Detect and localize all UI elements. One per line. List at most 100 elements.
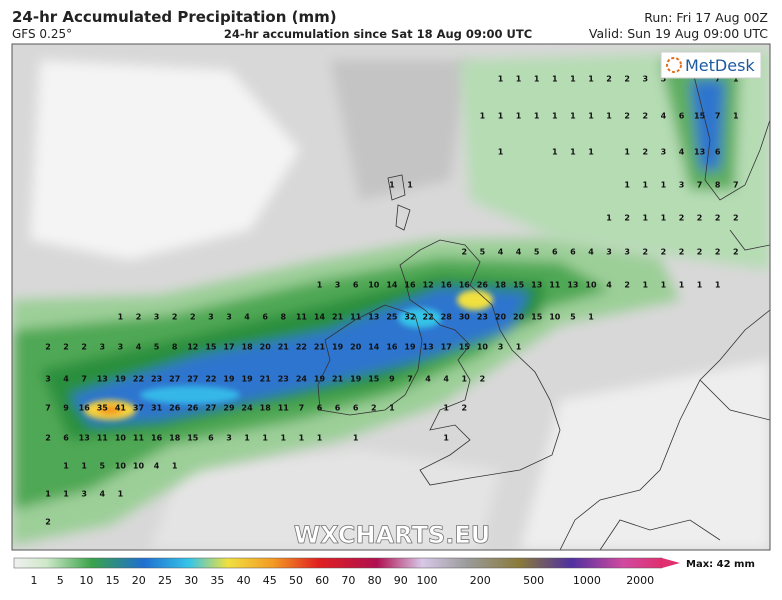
grid-value: 13 [368,313,379,322]
grid-value: 2 [624,214,630,223]
grid-value: 4 [661,112,667,121]
grid-value: 22 [133,375,144,384]
grid-value: 3 [154,313,160,322]
grid-value: 2 [45,343,51,352]
title: 24-hr Accumulated Precipitation (mm) [12,8,337,26]
colorbar-label: 10 [79,574,93,587]
grid-value: 4 [588,248,594,257]
grid-value: 2 [679,214,685,223]
grid-value: 1 [570,148,576,157]
colorbar-label: 80 [368,574,382,587]
grid-value: 3 [208,313,214,322]
grid-value: 1 [588,112,594,121]
grid-value: 30 [459,313,471,322]
grid-value: 16 [79,404,91,413]
grid-value: 16 [441,281,453,290]
grid-value: 10 [115,462,127,471]
grid-values: 1 1 1 1 1 1 2 2 3 5 7 11 1 1 1 1 1 1 1 2 2 4 6 15 7 11 1 1 1 1 2 3 4 13 61… [45,75,739,527]
grid-value: 1 [262,434,268,443]
grid-value: 15 [531,313,543,322]
grid-value: 4 [679,148,685,157]
grid-value: 7 [697,181,703,190]
grid-value: 7 [81,375,87,384]
run-time: Run: Fri 17 Aug 00Z [644,10,768,25]
grid-value: 26 [169,404,181,413]
watermark: WXCHARTS.EU [294,521,490,549]
valid-time: Valid: Sun 19 Aug 09:00 UTC [589,26,768,41]
grid-value: 2 [45,434,51,443]
grid-value: 1 [443,404,449,413]
grid-value: 3 [45,375,51,384]
colorbar-label: 60 [315,574,329,587]
grid-value: 1 [480,112,486,121]
grid-value: 1 [353,434,359,443]
grid-value: 4 [425,375,431,384]
grid-value: 2 [45,518,51,527]
grid-value: 19 [332,343,344,352]
grid-value: 21 [332,313,344,322]
grid-value: 24 [242,404,254,413]
grid-value: 12 [187,343,198,352]
grid-value: 2 [371,404,377,413]
grid-value: 2 [643,248,649,257]
grid-value: 3 [606,248,612,257]
grid-value: 3 [643,75,649,84]
grid-value: 18 [169,434,181,443]
model-label: GFS 0.25° [12,27,72,41]
grid-value: 1 [552,148,558,157]
grid-value: 19 [242,375,254,384]
colorbar-arrow [662,558,680,568]
grid-value: 2 [136,313,142,322]
grid-value: 19 [314,375,326,384]
colorbar-label: 15 [106,574,120,587]
grid-value: 15 [694,112,706,121]
grid-value: 4 [443,375,449,384]
continent [559,309,770,550]
colorbar-label: 200 [470,574,491,587]
grid-value: 4 [244,313,250,322]
colorbar-label: 50 [289,574,303,587]
grid-value: 5 [534,248,540,257]
cloud-shading [30,60,770,550]
grid-value: 15 [368,375,380,384]
grid-value: 10 [368,281,380,290]
grid-value: 25 [386,313,398,322]
grid-value: 6 [715,148,721,157]
grid-value: 19 [115,375,127,384]
grid-value: 1 [534,112,540,121]
logo-background [660,51,762,79]
grid-value: 35 [97,404,109,413]
colorbar-label: 500 [523,574,544,587]
grid-value: 1 [172,462,178,471]
colorbar-label: 30 [184,574,198,587]
grid-value: 1 [679,281,685,290]
grid-value: 1 [244,434,250,443]
grid-value: 1 [498,75,504,84]
grid-value: 2 [624,281,630,290]
grid-value: 1 [317,281,323,290]
grid-value: 23 [278,375,289,384]
grid-value: 22 [205,375,216,384]
grid-value: 17 [223,343,234,352]
grid-value: 8 [715,181,721,190]
grid-value: 4 [63,375,69,384]
grid-value: 2 [624,75,630,84]
grid-value: 20 [260,343,272,352]
grid-value: 1 [624,181,630,190]
grid-value: 19 [404,343,416,352]
grid-value: 3 [118,343,124,352]
grid-value: 18 [242,343,254,352]
grid-value: 1 [606,112,612,121]
grid-value: 6 [208,434,214,443]
grid-value: 1 [299,434,305,443]
grid-value: 29 [223,404,235,413]
grid-value: 3 [100,343,106,352]
grid-value: 6 [317,404,323,413]
grid-value: 13 [97,375,108,384]
colorbar-label: 20 [132,574,146,587]
grid-value: 4 [154,462,160,471]
max-label: Max: 42 mm [686,559,755,570]
grid-value: 2 [624,112,630,121]
map-frame [11,43,771,551]
grid-value: 19 [223,375,235,384]
